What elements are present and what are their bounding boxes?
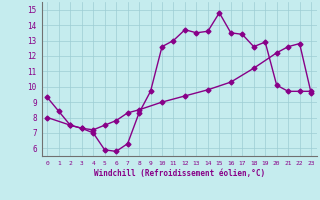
X-axis label: Windchill (Refroidissement éolien,°C): Windchill (Refroidissement éolien,°C): [94, 169, 265, 178]
